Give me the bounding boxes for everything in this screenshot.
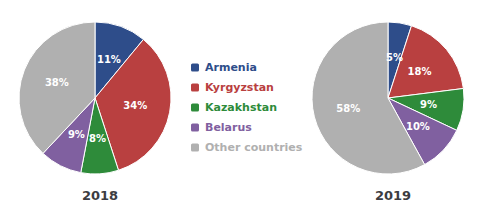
- svg-text:34%: 34%: [123, 100, 147, 111]
- svg-text:9%: 9%: [420, 99, 437, 110]
- svg-text:38%: 38%: [45, 77, 69, 88]
- svg-text:9%: 9%: [68, 129, 85, 140]
- svg-text:8%: 8%: [89, 133, 106, 144]
- svg-text:18%: 18%: [408, 66, 432, 77]
- svg-text:Armenia: Armenia: [205, 61, 257, 74]
- svg-text:2018: 2018: [82, 188, 118, 203]
- svg-text:10%: 10%: [406, 121, 430, 132]
- svg-text:Kyrgyzstan: Kyrgyzstan: [205, 81, 274, 94]
- svg-text:5%: 5%: [386, 52, 403, 63]
- svg-text:Kazakhstan: Kazakhstan: [205, 101, 277, 114]
- svg-text:58%: 58%: [336, 103, 360, 114]
- svg-text:Other countries: Other countries: [205, 141, 303, 154]
- svg-text:Belarus: Belarus: [205, 121, 252, 134]
- svg-text:11%: 11%: [97, 54, 121, 65]
- svg-text:2019: 2019: [375, 188, 411, 203]
